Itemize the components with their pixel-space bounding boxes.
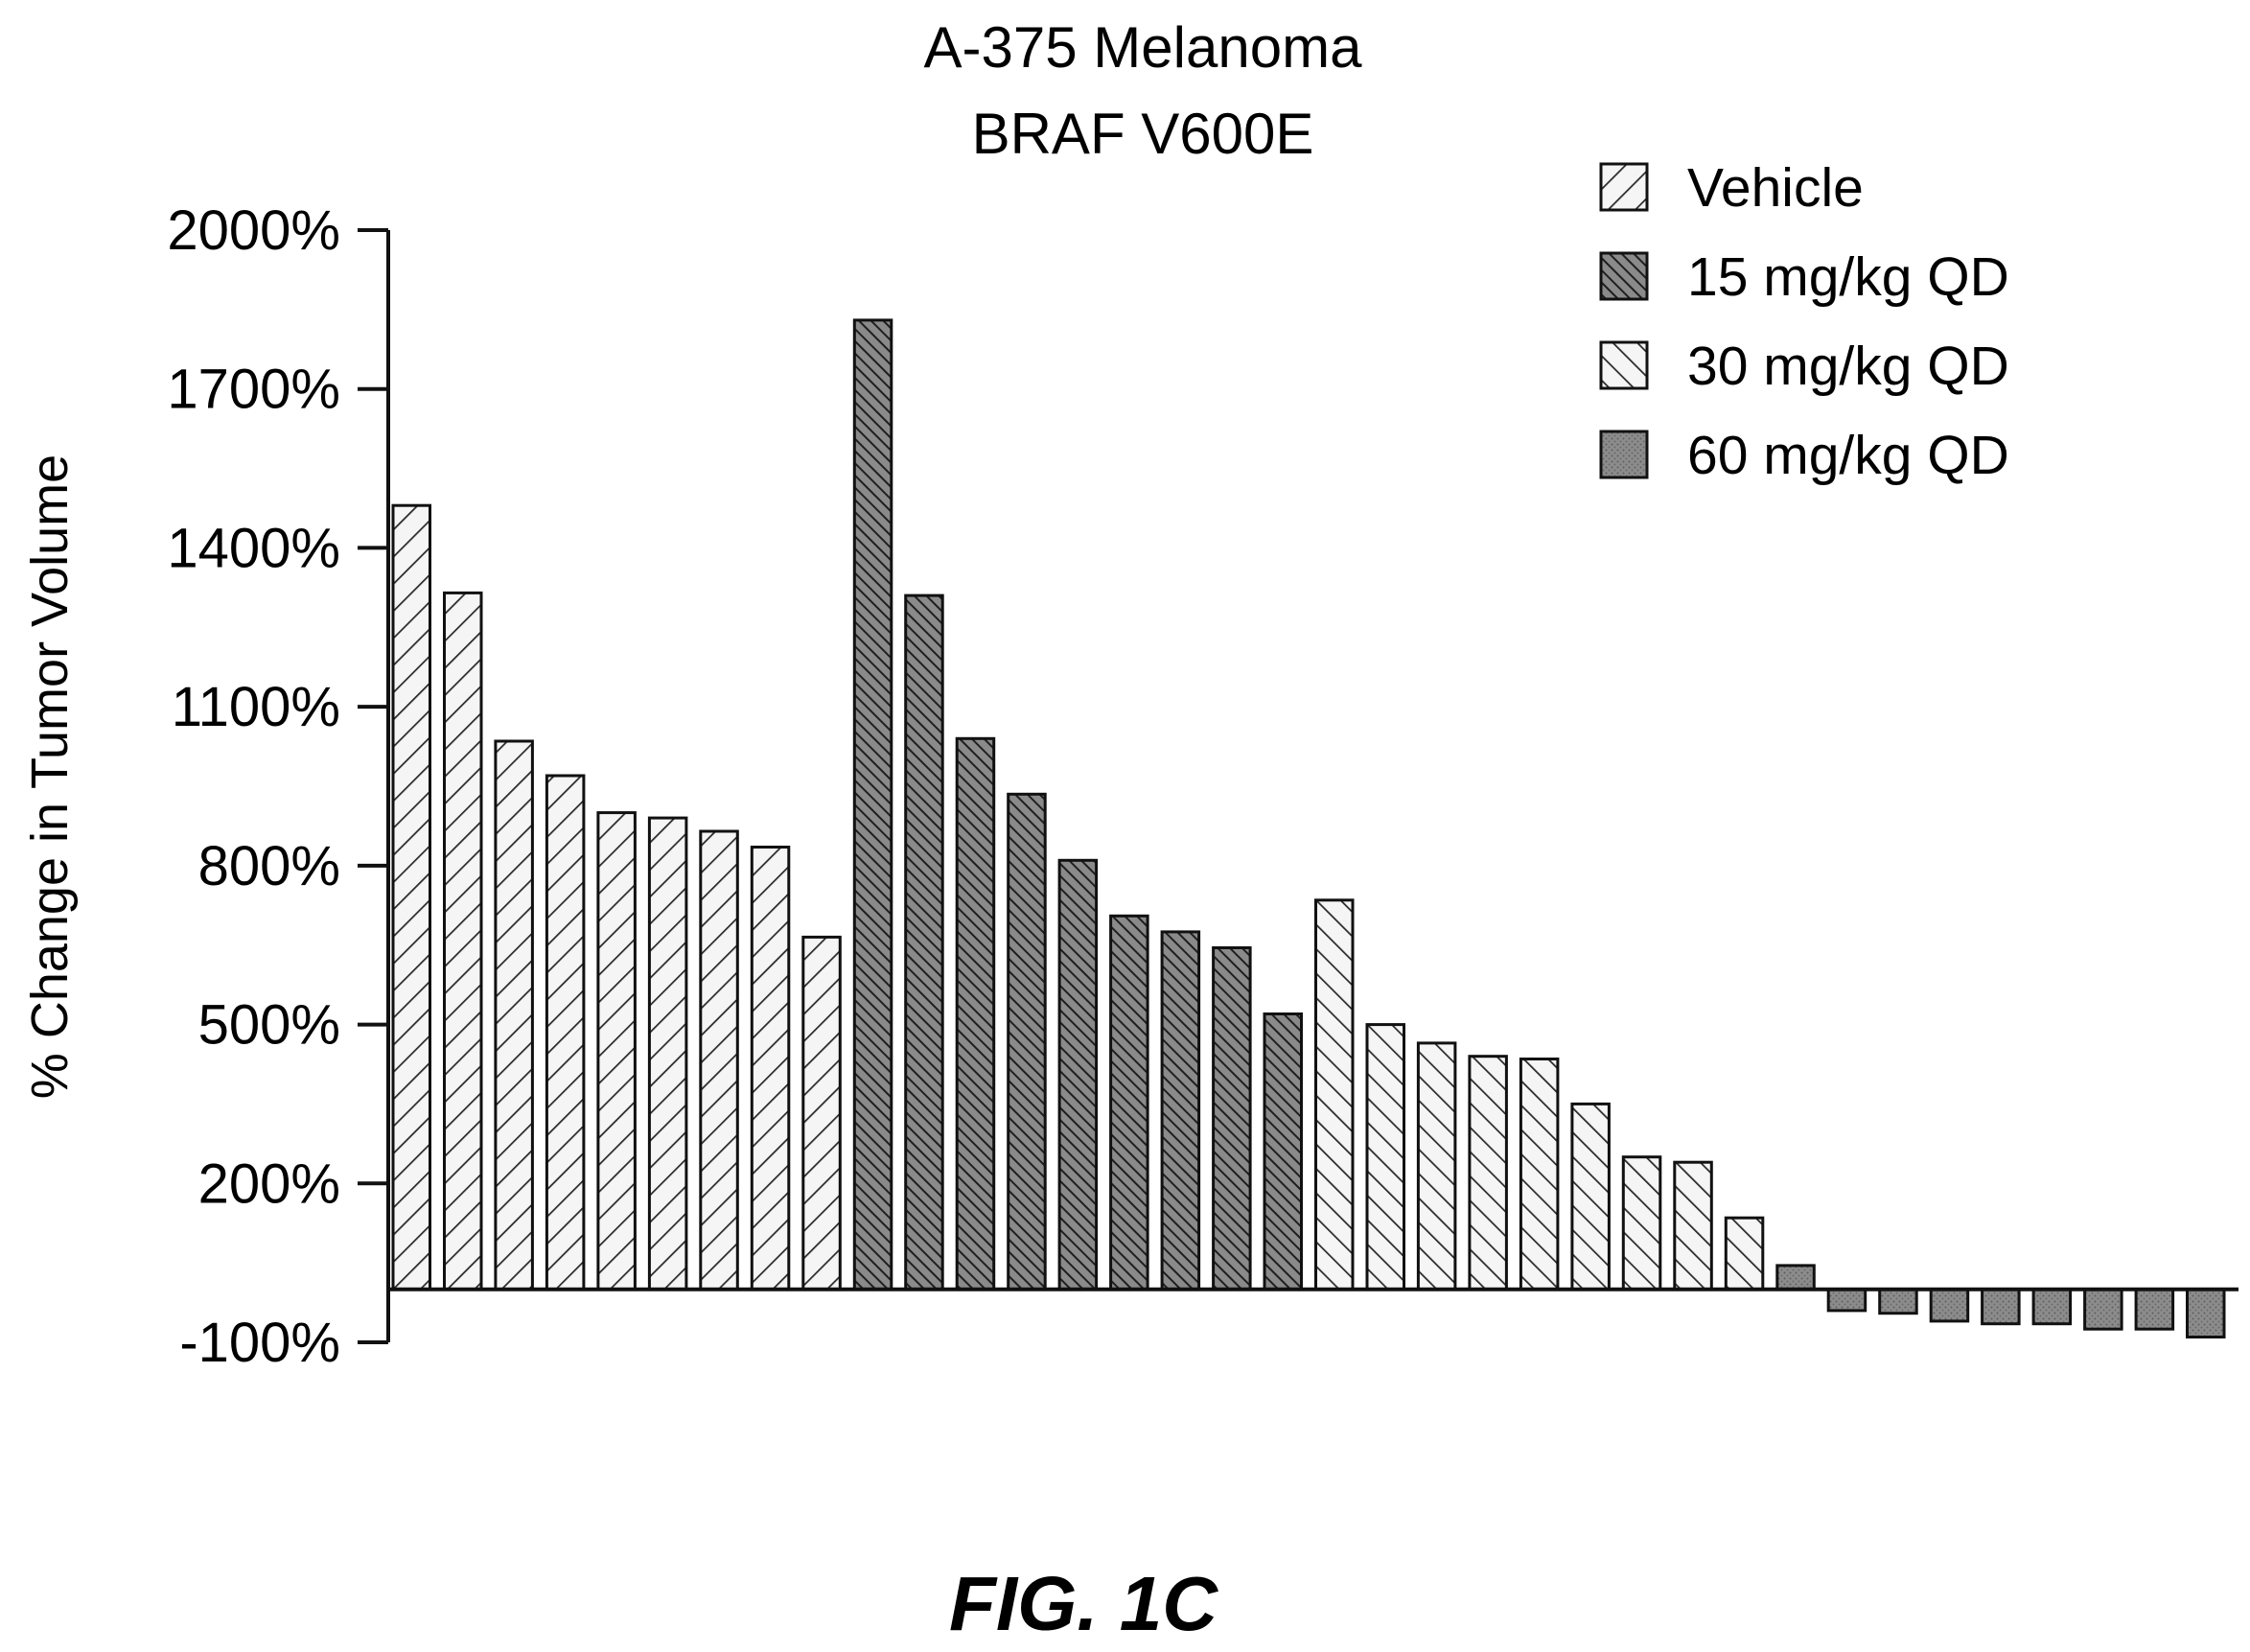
- bar-1: [545, 774, 586, 1291]
- bar-2: [1109, 914, 1149, 1291]
- bar-1: [596, 811, 637, 1291]
- bar-3: [1570, 1102, 1611, 1291]
- legend-swatch: [1599, 162, 1649, 212]
- y-axis-label: % Change in Tumor Volume: [21, 454, 79, 1099]
- bar-2: [1160, 930, 1201, 1291]
- bar-2: [904, 593, 944, 1291]
- bar-2: [1057, 858, 1099, 1291]
- legend-swatch: [1599, 430, 1649, 479]
- y-tick-label: 800%: [198, 835, 340, 897]
- bar-1: [494, 739, 534, 1291]
- bar-4: [1775, 1264, 1816, 1291]
- legend-label: 60 mg/kg QD: [1687, 425, 2009, 486]
- y-tick-label: 500%: [198, 994, 340, 1057]
- bar-1: [750, 846, 791, 1291]
- bar-3: [1519, 1058, 1560, 1291]
- bar-3: [1724, 1216, 1765, 1291]
- bar-4: [2186, 1288, 2226, 1339]
- bar-1: [647, 816, 688, 1291]
- bar-1: [699, 829, 739, 1291]
- legend-label: 15 mg/kg QD: [1687, 246, 2009, 308]
- bar-3: [1314, 898, 1355, 1291]
- bar-2: [1212, 946, 1252, 1291]
- bar-4: [2134, 1288, 2175, 1331]
- bar-3: [1365, 1023, 1405, 1291]
- figure-label: FIG. 1C: [949, 1561, 1218, 1646]
- y-axis: 2000% 1700% 1400% 1100% 800% 500% 200% -100%: [167, 199, 390, 1374]
- bar-4: [1981, 1288, 2021, 1326]
- y-tick-label: 2000%: [167, 199, 340, 262]
- bar-2: [1263, 1012, 1303, 1291]
- bar-4: [2031, 1288, 2073, 1326]
- legend-label: Vehicle: [1687, 157, 1864, 219]
- bar-3: [1673, 1160, 1713, 1291]
- legend-swatch: [1599, 340, 1649, 390]
- bar-2: [955, 736, 996, 1291]
- bar-3: [1416, 1041, 1457, 1291]
- bars-group: [391, 318, 2226, 1339]
- bar-4: [1826, 1288, 1867, 1313]
- bar-3: [1468, 1055, 1508, 1291]
- y-tick-label: 1100%: [172, 676, 340, 738]
- bar-1: [443, 591, 483, 1291]
- bar-4: [1929, 1288, 1970, 1323]
- y-tick-label: 200%: [198, 1152, 340, 1215]
- chart-title: A-375 Melanoma: [924, 15, 1363, 80]
- y-tick-label: 1400%: [167, 517, 340, 579]
- bar-4: [2083, 1288, 2123, 1331]
- legend-label: 30 mg/kg QD: [1687, 336, 2009, 397]
- bar-2: [1007, 792, 1047, 1291]
- bar-1: [801, 935, 842, 1291]
- bar-3: [1621, 1155, 1662, 1291]
- bar-2: [852, 318, 893, 1291]
- legend-swatch: [1599, 251, 1649, 301]
- y-tick-label: -100%: [179, 1312, 340, 1374]
- bar-4: [1878, 1288, 1918, 1315]
- legend: Vehicle 15 mg/kg QD 30 mg/kg QD 60 mg/kg QD: [1599, 157, 2009, 486]
- y-tick-label: 1700%: [167, 359, 340, 421]
- chart-subtitle: BRAF V600E: [972, 102, 1314, 166]
- bar-1: [391, 503, 431, 1291]
